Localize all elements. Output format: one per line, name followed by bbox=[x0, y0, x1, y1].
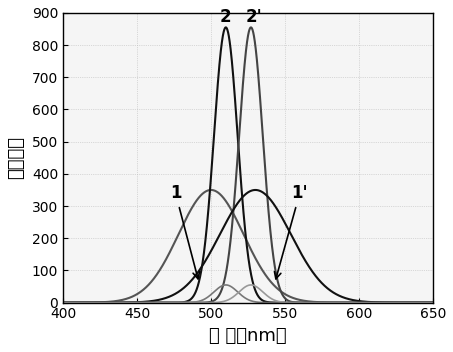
X-axis label: 波 长（nm）: 波 长（nm） bbox=[209, 327, 287, 345]
Y-axis label: 荧光强度: 荧光强度 bbox=[7, 136, 25, 179]
Text: 2': 2' bbox=[246, 8, 262, 26]
Text: 1: 1 bbox=[170, 184, 199, 279]
Text: 2: 2 bbox=[220, 8, 231, 26]
Text: 1': 1' bbox=[275, 184, 308, 279]
